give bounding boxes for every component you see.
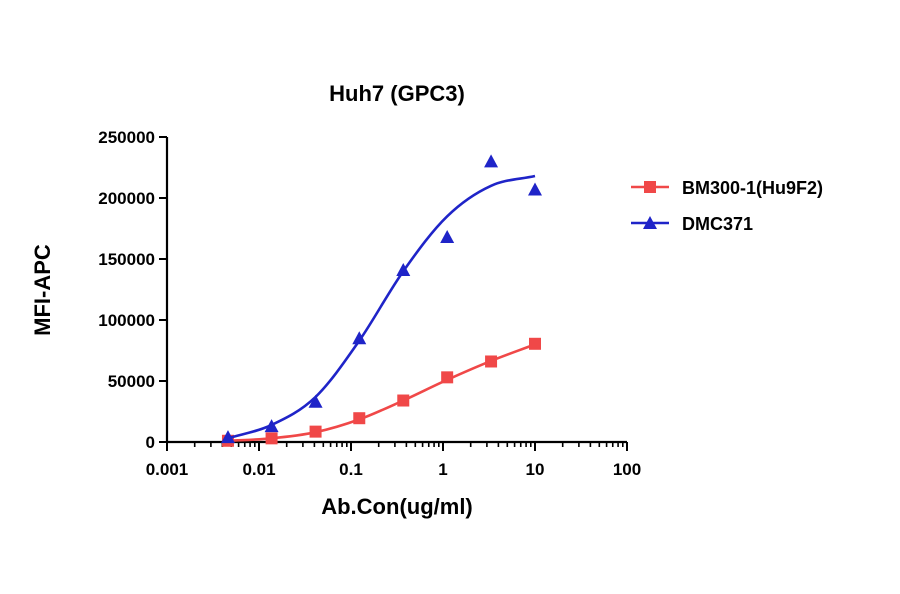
plot-area: 0 50000 100000 150000 200000 250000 0.001 0.01 0… xyxy=(98,128,641,479)
series-dmc371-point xyxy=(484,154,499,168)
series-dmc371-legend-label: DMC371 xyxy=(682,214,753,234)
y-tick-label: 0 xyxy=(146,433,155,452)
series-dmc371-point xyxy=(220,430,235,444)
series-dmc371-point xyxy=(440,230,455,244)
series-bm300-point xyxy=(265,432,278,445)
y-tick-label: 200000 xyxy=(98,189,155,208)
series-bm300-point xyxy=(353,412,366,425)
series-dmc371-point xyxy=(264,419,279,433)
series-bm300-point xyxy=(397,394,410,407)
y-tick-label: 100000 xyxy=(98,311,155,330)
y-axis-label: MFI-APC xyxy=(30,244,55,336)
series-bm300-point xyxy=(529,337,541,350)
series-bm300-legend-label: BM300-1(Hu9F2) xyxy=(682,178,823,198)
series-dmc371-point xyxy=(396,262,411,276)
series-bm300-legend-marker xyxy=(644,181,656,193)
x-tick-label: 10 xyxy=(526,460,545,479)
y-tick-label: 150000 xyxy=(98,250,155,269)
chart-title: Huh7 (GPC3) xyxy=(329,81,465,106)
x-tick-label: 0.01 xyxy=(242,460,275,479)
x-tick-label: 0.001 xyxy=(146,460,189,479)
series-dmc371-point xyxy=(308,394,323,408)
series-bm300-point xyxy=(485,355,498,368)
series-dmc371-point xyxy=(528,182,542,196)
series-dmc371-legend-marker xyxy=(643,216,657,229)
series-bm300-point xyxy=(309,425,322,438)
y-tick-label: 250000 xyxy=(98,128,155,147)
y-tick-label: 50000 xyxy=(108,372,155,391)
series-bm300-point xyxy=(441,371,454,384)
legend: BM300-1(Hu9F2) DMC371 xyxy=(631,178,823,234)
series-dmc371-curve xyxy=(227,174,536,440)
x-tick-label: 1 xyxy=(438,460,447,479)
x-axis-label: Ab.Con(ug/ml) xyxy=(321,494,473,519)
x-tick-label: 100 xyxy=(613,460,641,479)
series-dmc371-point xyxy=(352,331,367,345)
x-tick-label: 0.1 xyxy=(339,460,363,479)
